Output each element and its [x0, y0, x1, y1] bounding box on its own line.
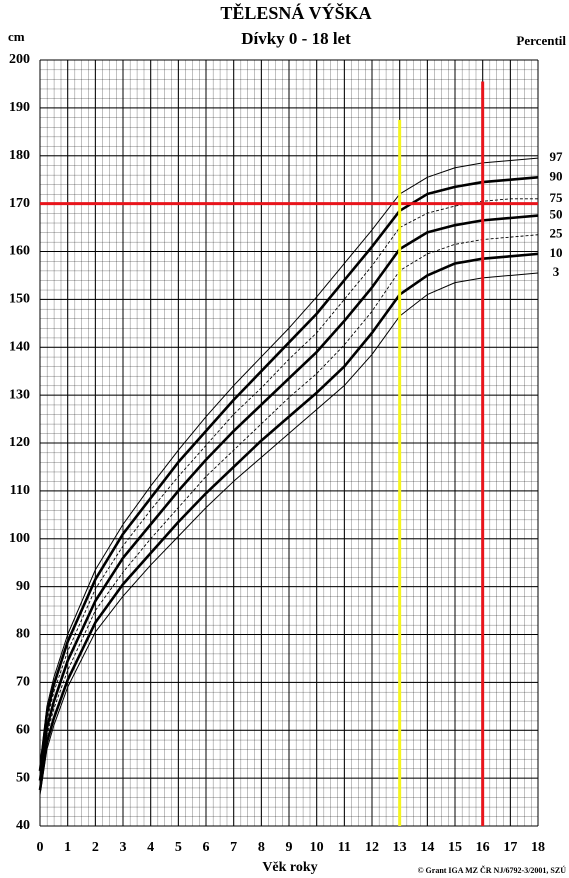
percentile-line: [39, 198, 538, 776]
y-tick-label: 70: [16, 675, 30, 690]
legend-label: 75: [550, 190, 564, 205]
percentile-line: [39, 272, 539, 795]
x-tick-label: 18: [531, 840, 545, 855]
chart-subtitle: Dívky 0 - 18 let: [241, 29, 351, 48]
legend-label: 25: [550, 226, 564, 241]
x-tick-label: 14: [420, 840, 434, 855]
y-tick-label: 130: [9, 387, 30, 402]
y-axis-label: cm: [8, 29, 25, 44]
y-tick-label: 160: [9, 244, 30, 259]
y-tick-label: 150: [9, 292, 30, 307]
x-tick-label: 7: [230, 840, 237, 855]
y-tick-label: 140: [9, 339, 30, 354]
y-tick-label: 50: [16, 770, 30, 785]
x-tick-label: 11: [338, 840, 351, 855]
y-tick-label: 200: [9, 52, 30, 67]
y-tick-label: 180: [9, 148, 30, 163]
x-tick-label: 1: [64, 840, 71, 855]
percentile-line: [38, 175, 539, 772]
y-tick-label: 190: [9, 100, 30, 115]
y-tick-label: 110: [10, 483, 30, 498]
y-tick-label: 120: [9, 435, 30, 450]
y-tick-label: 80: [16, 627, 30, 642]
legend-label: 3: [553, 264, 560, 279]
x-tick-label: 12: [365, 840, 379, 855]
x-tick-label: 8: [258, 840, 265, 855]
legend-label: 90: [550, 168, 563, 183]
x-tick-label: 17: [503, 840, 517, 855]
x-tick-label: 6: [203, 840, 210, 855]
x-tick-label: 13: [393, 840, 407, 855]
percentile-line: [39, 234, 539, 786]
legend-title: Percentil: [516, 33, 566, 48]
x-tick-label: 2: [92, 840, 99, 855]
x-tick-label: 16: [476, 840, 490, 855]
x-tick-label: 3: [120, 840, 127, 855]
x-tick-label: 15: [448, 840, 462, 855]
x-tick-label: 0: [37, 840, 44, 855]
y-tick-label: 90: [16, 579, 30, 594]
x-axis-label: Věk roky: [262, 860, 317, 875]
percentile-line: [38, 252, 539, 791]
y-tick-label: 60: [16, 722, 30, 737]
y-tick-label: 170: [9, 196, 30, 211]
x-tick-label: 4: [147, 840, 154, 855]
percentile-line: [38, 214, 539, 781]
legend-label: 10: [550, 245, 563, 260]
chart-title: TĚLESNÁ VÝŠKA: [220, 2, 371, 23]
footnote: © Grant IGA MZ ČR NJ/6792-3/2001, SZÚ: [418, 865, 567, 875]
percentile-line: [39, 157, 539, 767]
x-tick-label: 10: [310, 840, 324, 855]
legend-label: 50: [550, 207, 563, 222]
y-tick-label: 100: [9, 531, 30, 546]
x-tick-label: 5: [175, 840, 182, 855]
legend-label: 97: [550, 149, 564, 164]
x-tick-label: 9: [286, 840, 293, 855]
y-tick-label: 40: [16, 818, 30, 833]
